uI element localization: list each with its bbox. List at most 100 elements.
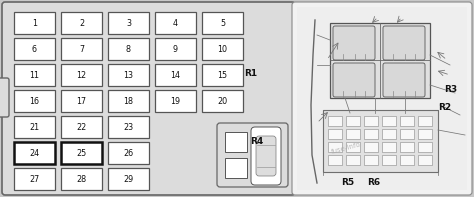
- Bar: [202, 12, 243, 34]
- Bar: [108, 12, 149, 34]
- Text: R5: R5: [341, 178, 355, 187]
- Bar: [400, 116, 414, 126]
- Bar: [330, 23, 430, 98]
- Bar: [418, 155, 432, 165]
- Bar: [155, 12, 196, 34]
- FancyBboxPatch shape: [0, 78, 9, 117]
- Text: 3: 3: [126, 19, 131, 28]
- Text: 29: 29: [123, 175, 134, 183]
- Text: 25: 25: [76, 149, 87, 157]
- Bar: [328, 129, 342, 139]
- Bar: [14, 90, 55, 112]
- Bar: [382, 155, 396, 165]
- FancyBboxPatch shape: [333, 26, 375, 60]
- FancyBboxPatch shape: [292, 2, 472, 195]
- Text: 12: 12: [76, 71, 87, 80]
- Text: 24: 24: [29, 149, 39, 157]
- Bar: [400, 155, 414, 165]
- Bar: [61, 116, 102, 138]
- Bar: [108, 168, 149, 190]
- Bar: [297, 7, 467, 190]
- Text: 6: 6: [32, 45, 37, 54]
- Bar: [323, 110, 438, 172]
- Text: 22: 22: [76, 123, 87, 132]
- Bar: [346, 142, 360, 152]
- Text: 21: 21: [29, 123, 39, 132]
- Text: 14: 14: [171, 71, 181, 80]
- Bar: [61, 168, 102, 190]
- Bar: [14, 12, 55, 34]
- Text: fuse-info: fuse-info: [330, 141, 362, 155]
- Bar: [202, 64, 243, 86]
- Bar: [382, 116, 396, 126]
- Bar: [346, 129, 360, 139]
- Bar: [14, 142, 55, 164]
- Text: 15: 15: [218, 71, 228, 80]
- Bar: [328, 155, 342, 165]
- Bar: [202, 38, 243, 60]
- Text: R1: R1: [244, 69, 257, 78]
- FancyBboxPatch shape: [383, 63, 425, 97]
- Text: 28: 28: [76, 175, 87, 183]
- Text: 23: 23: [123, 123, 134, 132]
- Bar: [108, 64, 149, 86]
- Bar: [61, 64, 102, 86]
- Bar: [108, 38, 149, 60]
- Text: R3: R3: [445, 85, 458, 94]
- Bar: [14, 64, 55, 86]
- Bar: [108, 90, 149, 112]
- FancyBboxPatch shape: [256, 136, 276, 176]
- Bar: [155, 90, 196, 112]
- Bar: [400, 142, 414, 152]
- Text: 9: 9: [173, 45, 178, 54]
- Bar: [364, 129, 378, 139]
- Bar: [155, 38, 196, 60]
- Text: 8: 8: [126, 45, 131, 54]
- Text: 2: 2: [79, 19, 84, 28]
- Bar: [400, 129, 414, 139]
- Bar: [108, 116, 149, 138]
- FancyBboxPatch shape: [251, 127, 281, 185]
- FancyBboxPatch shape: [333, 63, 375, 97]
- Text: 27: 27: [29, 175, 40, 183]
- Text: 18: 18: [124, 97, 134, 106]
- Bar: [225, 158, 247, 178]
- Text: 16: 16: [29, 97, 39, 106]
- Text: 17: 17: [76, 97, 87, 106]
- Text: R6: R6: [367, 178, 381, 187]
- Bar: [364, 116, 378, 126]
- Bar: [382, 142, 396, 152]
- Bar: [14, 38, 55, 60]
- Text: 5: 5: [220, 19, 225, 28]
- FancyBboxPatch shape: [2, 2, 295, 195]
- Bar: [61, 38, 102, 60]
- Bar: [418, 142, 432, 152]
- Text: 13: 13: [124, 71, 134, 80]
- Bar: [346, 155, 360, 165]
- FancyBboxPatch shape: [383, 26, 425, 60]
- Bar: [382, 129, 396, 139]
- Text: R2: R2: [438, 103, 452, 112]
- Text: R4: R4: [250, 137, 264, 146]
- Bar: [202, 90, 243, 112]
- Bar: [61, 142, 102, 164]
- Bar: [328, 116, 342, 126]
- Bar: [61, 90, 102, 112]
- Bar: [418, 116, 432, 126]
- Text: 19: 19: [171, 97, 181, 106]
- Bar: [364, 155, 378, 165]
- Text: 1: 1: [32, 19, 37, 28]
- Bar: [418, 129, 432, 139]
- Text: 10: 10: [218, 45, 228, 54]
- Bar: [155, 64, 196, 86]
- FancyBboxPatch shape: [217, 123, 288, 187]
- Bar: [14, 116, 55, 138]
- Bar: [225, 132, 247, 152]
- Bar: [14, 168, 55, 190]
- Text: 11: 11: [29, 71, 39, 80]
- Bar: [108, 142, 149, 164]
- Text: 26: 26: [123, 149, 134, 157]
- Bar: [364, 142, 378, 152]
- Bar: [328, 142, 342, 152]
- Text: 4: 4: [173, 19, 178, 28]
